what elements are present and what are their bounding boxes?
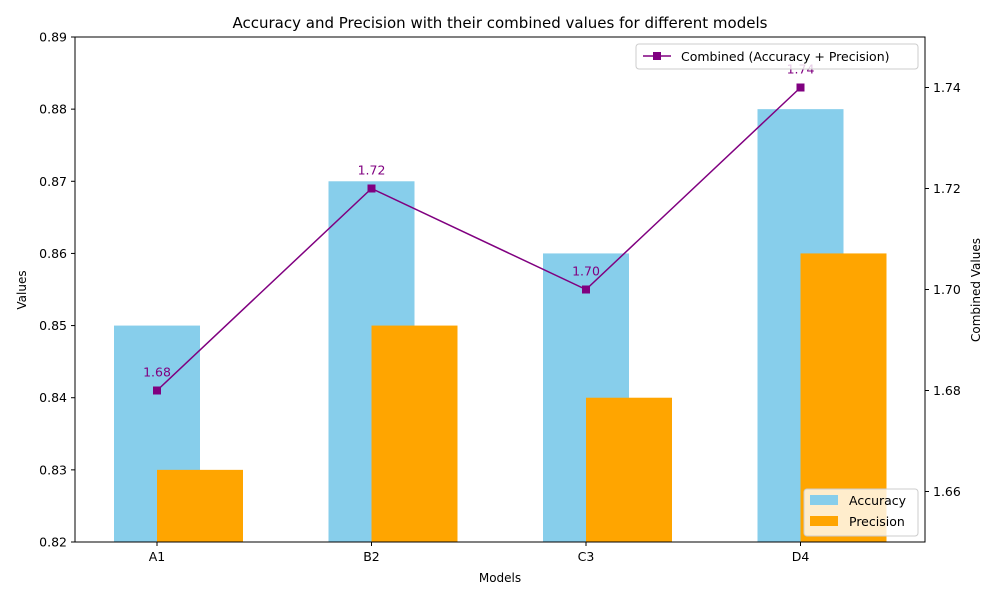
y-tick-label-0.85: 0.85	[39, 318, 67, 333]
bar-precision-B2	[371, 325, 458, 542]
y-axis-label: Values	[15, 270, 29, 309]
x-axis-label: Models	[479, 571, 521, 585]
chart-title: Accuracy and Precision with their combin…	[233, 14, 768, 32]
marker-combined-D4	[796, 83, 805, 92]
y2-tick-label-1.70: 1.70	[933, 282, 961, 297]
data-label-combined-B2: 1.72	[358, 163, 386, 178]
y-tick-label-0.86: 0.86	[39, 246, 67, 261]
legend-line-marker	[653, 52, 661, 60]
legend-precision-swatch	[810, 516, 838, 526]
legend-bars: Accuracy Precision	[803, 488, 919, 537]
y-tick-label-0.83: 0.83	[39, 462, 67, 477]
data-label-combined-C3: 1.70	[572, 264, 600, 279]
legend-precision-label: Precision	[849, 514, 905, 529]
x-tick-label-D4: D4	[792, 549, 810, 564]
line-layer: 1.681.721.701.74	[143, 62, 814, 395]
bars-layer	[114, 109, 887, 543]
marker-combined-A1	[153, 386, 161, 395]
y2-tick-label-1.72: 1.72	[933, 181, 961, 196]
legend-line-box	[635, 43, 919, 70]
y-axis-left: 0.82 0.83 0.84 0.85 0.86 0.87 0.88 0.89	[39, 30, 75, 550]
y2-tick-label-1.74: 1.74	[933, 80, 961, 95]
y-tick-label-0.87: 0.87	[39, 174, 67, 189]
y-axis-right: 1.66 1.68 1.70 1.72 1.74	[925, 80, 961, 499]
y-tick-label-0.89: 0.89	[39, 30, 67, 45]
y-tick-label-0.84: 0.84	[39, 390, 67, 405]
line-combined	[156, 86, 802, 392]
bar-precision-A1	[157, 469, 243, 542]
y2-tick-label-1.68: 1.68	[933, 383, 961, 398]
x-axis: A1 B2 C3 D4	[149, 542, 810, 564]
y2-axis-label: Combined Values	[969, 238, 983, 342]
marker-combined-B2	[367, 184, 376, 193]
legend-accuracy-swatch	[810, 495, 838, 505]
x-tick-label-A1: A1	[149, 549, 166, 564]
data-label-combined-A1: 1.68	[143, 365, 171, 380]
marker-combined-C3	[582, 285, 590, 294]
legend-line: Combined (Accuracy + Precision)	[635, 43, 919, 70]
y-tick-label-0.82: 0.82	[39, 535, 67, 550]
x-tick-label-B2: B2	[363, 549, 380, 564]
x-tick-label-C3: C3	[578, 549, 595, 564]
y2-tick-label-1.66: 1.66	[933, 484, 961, 499]
bar-precision-C3	[586, 397, 672, 542]
legend-line-label: Combined (Accuracy + Precision)	[681, 49, 890, 64]
legend-accuracy-label: Accuracy	[849, 493, 907, 508]
y-tick-label-0.88: 0.88	[39, 102, 67, 117]
